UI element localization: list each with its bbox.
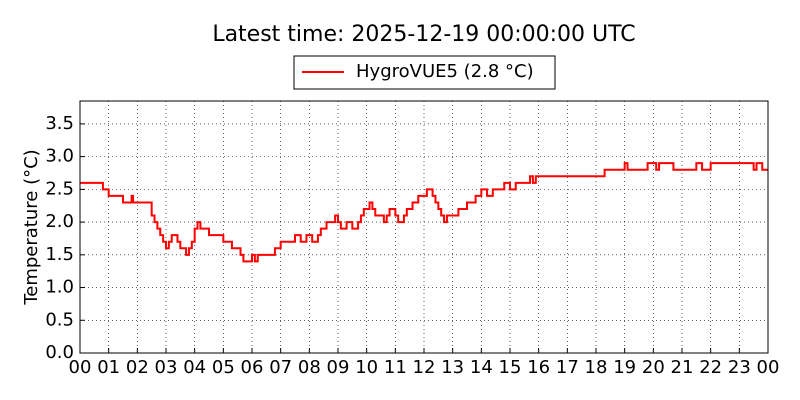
data-line	[80, 162, 768, 263]
x-tick-label: 02	[126, 357, 149, 378]
x-tick-label: 00	[69, 357, 92, 378]
x-tick-label: 23	[728, 357, 751, 378]
y-tick-label: 2.5	[45, 178, 74, 199]
y-tick-label: 1.5	[45, 244, 74, 265]
legend-label: HygroVUE5 (2.8 °C)	[356, 61, 534, 82]
x-tick-label: 15	[499, 357, 522, 378]
y-tick-label: 3.5	[45, 113, 74, 134]
y-tick-label: 3.0	[45, 146, 74, 167]
x-tick-label: 07	[269, 357, 292, 378]
x-tick-label: 18	[585, 357, 608, 378]
x-tick-label: 20	[642, 357, 665, 378]
x-tick-label: 05	[212, 357, 235, 378]
x-tick-label: 13	[441, 357, 464, 378]
x-tick-label: 22	[699, 357, 722, 378]
x-tick-label: 16	[527, 357, 550, 378]
y-tick-label: 2.0	[45, 211, 74, 232]
x-tick-label: 00	[757, 357, 780, 378]
x-tick-label: 03	[155, 357, 178, 378]
x-tick-label: 14	[470, 357, 493, 378]
x-tick-label: 08	[298, 357, 321, 378]
x-tick-label: 04	[183, 357, 206, 378]
x-tick-label: 10	[355, 357, 378, 378]
y-tick-label: 1.0	[45, 277, 74, 298]
plot-frame	[79, 100, 769, 354]
y-tick-label: 0.5	[45, 309, 74, 330]
x-tick-label: 06	[241, 357, 264, 378]
x-tick-label: 12	[413, 357, 436, 378]
y-axis-label: Temperature (°C)	[21, 149, 42, 305]
x-tick-label: 09	[327, 357, 350, 378]
chart-title: Latest time: 2025-12-19 00:00:00 UTC	[212, 22, 635, 47]
x-tick-label: 19	[613, 357, 636, 378]
x-tick-label: 11	[384, 357, 407, 378]
x-tick-label: 21	[671, 357, 694, 378]
x-tick-label: 01	[97, 357, 120, 378]
y-tick-label: 0.0	[45, 342, 74, 363]
x-tick-label: 17	[556, 357, 579, 378]
